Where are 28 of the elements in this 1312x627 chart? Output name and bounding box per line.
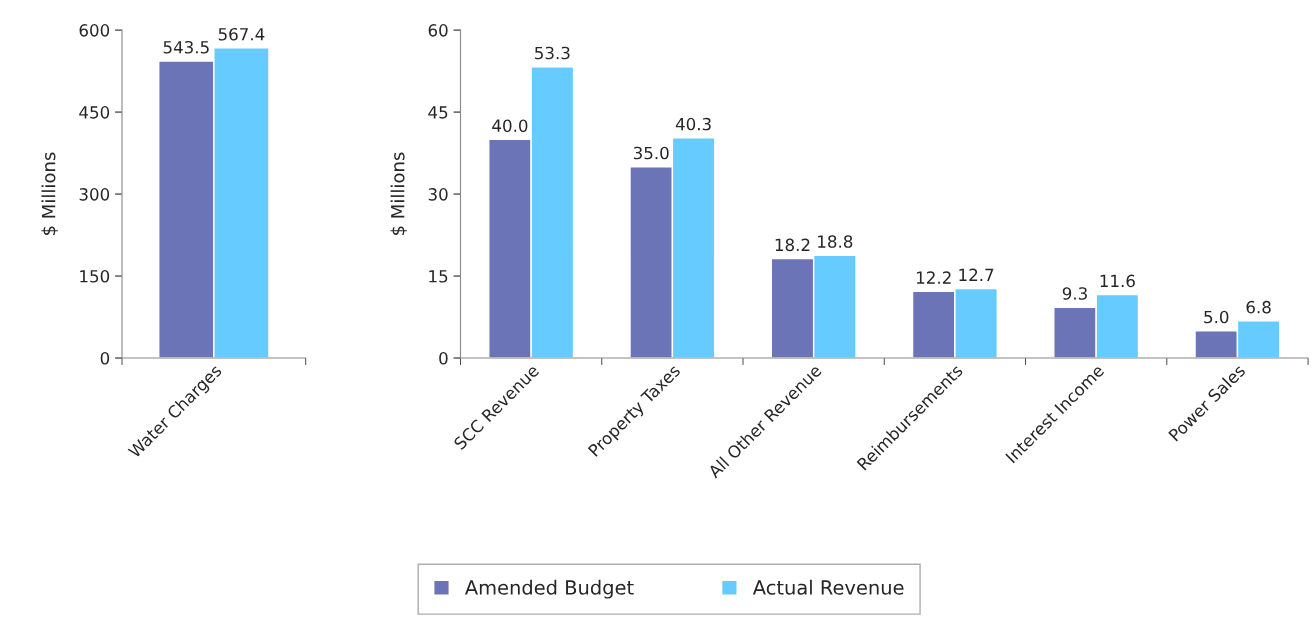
y-axis-title: $ Millions [390,152,407,235]
y-tick-label: 0 [439,351,448,365]
y-tick-label: 0 [100,351,110,365]
data-label: 35.0 [633,146,669,160]
legend-label: Actual Revenue [752,579,904,595]
y-axis-title: $ Millions [41,152,58,235]
y-tick-label: 600 [79,24,110,37]
y-tick-label: 45 [428,106,448,119]
data-label: 18.2 [775,238,810,252]
data-label: 9.3 [1062,287,1087,300]
data-label: 53.3 [535,46,570,60]
y-tick-label: 60 [428,24,448,37]
y-tick-label: 30 [428,188,448,201]
data-label: 12.7 [959,268,994,281]
y-tick-label: 15 [429,270,448,283]
data-label: 11.6 [1100,274,1135,288]
data-label: 543.5 [163,40,209,54]
data-label: 40.3 [675,117,711,131]
data-label: 18.8 [818,235,853,248]
y-tick-label: 450 [79,106,110,119]
data-label: 5.0 [1204,310,1229,324]
data-label: 6.8 [1246,300,1271,314]
data-label: 567.4 [218,27,265,41]
y-tick-label: 300 [79,188,110,201]
data-label: 12.2 [917,271,951,284]
legend-label: Amended Budget [464,579,634,599]
data-label: 40.0 [492,119,528,133]
y-tick-label: 150 [80,270,110,283]
